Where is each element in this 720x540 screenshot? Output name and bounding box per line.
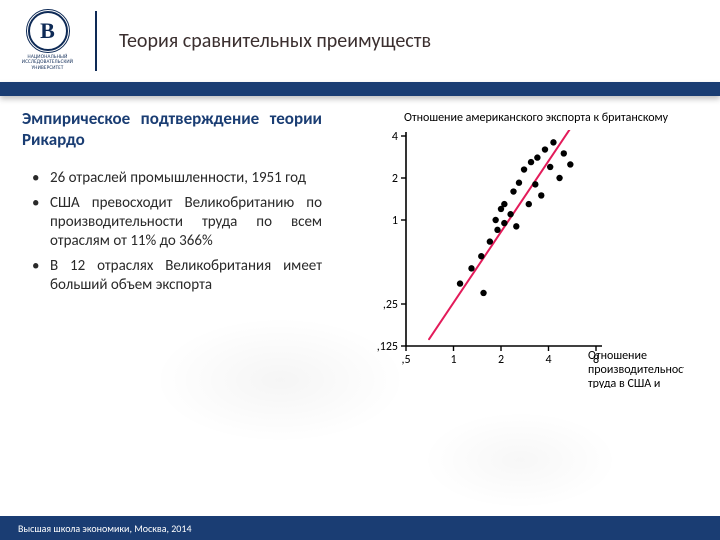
logo-column: B НАЦИОНАЛЬНЫЙ ИССЛЕДОВАТЕЛЬСКИЙ УНИВЕРС… <box>0 0 95 82</box>
svg-text:2: 2 <box>392 172 398 186</box>
list-item: США превосходит Великобританию по произв… <box>32 194 322 252</box>
header: B НАЦИОНАЛЬНЫЙ ИССЛЕДОВАТЕЛЬСКИЙ УНИВЕРС… <box>0 0 720 82</box>
svg-text:4: 4 <box>392 130 398 144</box>
chart-column: Отношение американского экспорта к брита… <box>340 108 698 500</box>
footer-text: Высшая школа экономики, Москва, 2014 <box>18 522 192 535</box>
svg-text:1: 1 <box>450 353 456 367</box>
header-band <box>0 82 720 96</box>
svg-text:,125: ,125 <box>377 340 398 354</box>
svg-text:2: 2 <box>498 353 504 367</box>
svg-text:,25: ,25 <box>383 298 398 312</box>
page-title: Теория сравнительных преимуществ <box>119 29 431 53</box>
chart-svg: ,125,25124,51248Отношение производительн… <box>354 130 684 388</box>
bullet-list: 26 отраслей промышленности, 1951 год США… <box>22 169 322 296</box>
y-axis-title: Отношение американского экспорта к брита… <box>404 112 684 126</box>
subtitle: Эмпирическое подтверждение теории Рикард… <box>22 108 322 151</box>
list-item: В 12 отраслях Великобритания имеет больш… <box>32 257 322 295</box>
svg-text:1: 1 <box>392 214 398 228</box>
hse-logo-icon: B <box>28 11 68 51</box>
title-column: Теория сравнительных преимуществ <box>97 0 720 82</box>
scatter-chart: Отношение американского экспорта к брита… <box>354 112 684 393</box>
text-column: Эмпирическое подтверждение теории Рикард… <box>22 108 322 500</box>
slide: B НАЦИОНАЛЬНЫЙ ИССЛЕДОВАТЕЛЬСКИЙ УНИВЕРС… <box>0 0 720 540</box>
logo-subtext: НАЦИОНАЛЬНЫЙ ИССЛЕДОВАТЕЛЬСКИЙ УНИВЕРСИТ… <box>22 55 73 72</box>
list-item: 26 отраслей промышленности, 1951 год <box>32 169 322 188</box>
svg-text:,5: ,5 <box>401 353 410 367</box>
content-body: Эмпирическое подтверждение теории Рикард… <box>22 108 698 500</box>
svg-text:4: 4 <box>545 353 551 367</box>
footer-bar: Высшая школа экономики, Москва, 2014 <box>0 516 720 540</box>
